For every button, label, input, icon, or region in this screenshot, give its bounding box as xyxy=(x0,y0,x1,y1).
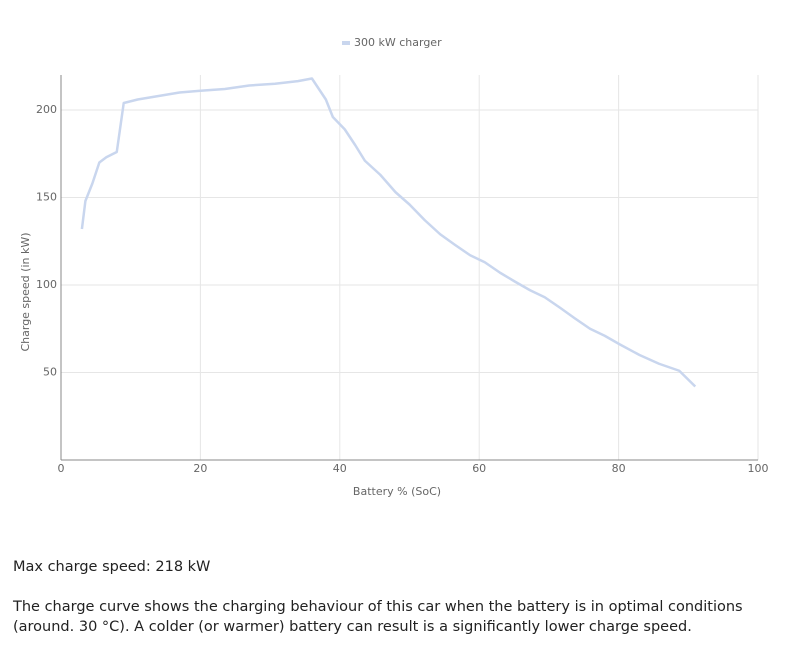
y-tick-label: 100 xyxy=(36,278,57,291)
description: The charge curve shows the charging beha… xyxy=(13,599,743,635)
legend-label: 300 kW charger xyxy=(354,36,442,49)
y-axis-label: Charge speed (in kW) xyxy=(19,232,32,351)
x-tick-label: 60 xyxy=(472,462,486,475)
x-tick-label: 0 xyxy=(58,462,65,475)
y-tick-label: 150 xyxy=(36,191,57,204)
data-line xyxy=(80,77,697,388)
x-axis-label: Battery % (SoC) xyxy=(353,485,441,498)
x-tick-label: 80 xyxy=(612,462,626,475)
y-tick-label: 200 xyxy=(36,103,57,116)
max-charge: Max charge speed: 218 kW xyxy=(13,559,211,575)
x-tick-label: 20 xyxy=(193,462,207,475)
chart: 300 kW charger Battery % (SoC) Charge sp… xyxy=(19,36,769,498)
x-tick-label: 100 xyxy=(748,462,769,475)
x-tick-label: 40 xyxy=(333,462,347,475)
legend-swatch xyxy=(342,41,350,45)
y-tick-label: 50 xyxy=(43,366,57,379)
